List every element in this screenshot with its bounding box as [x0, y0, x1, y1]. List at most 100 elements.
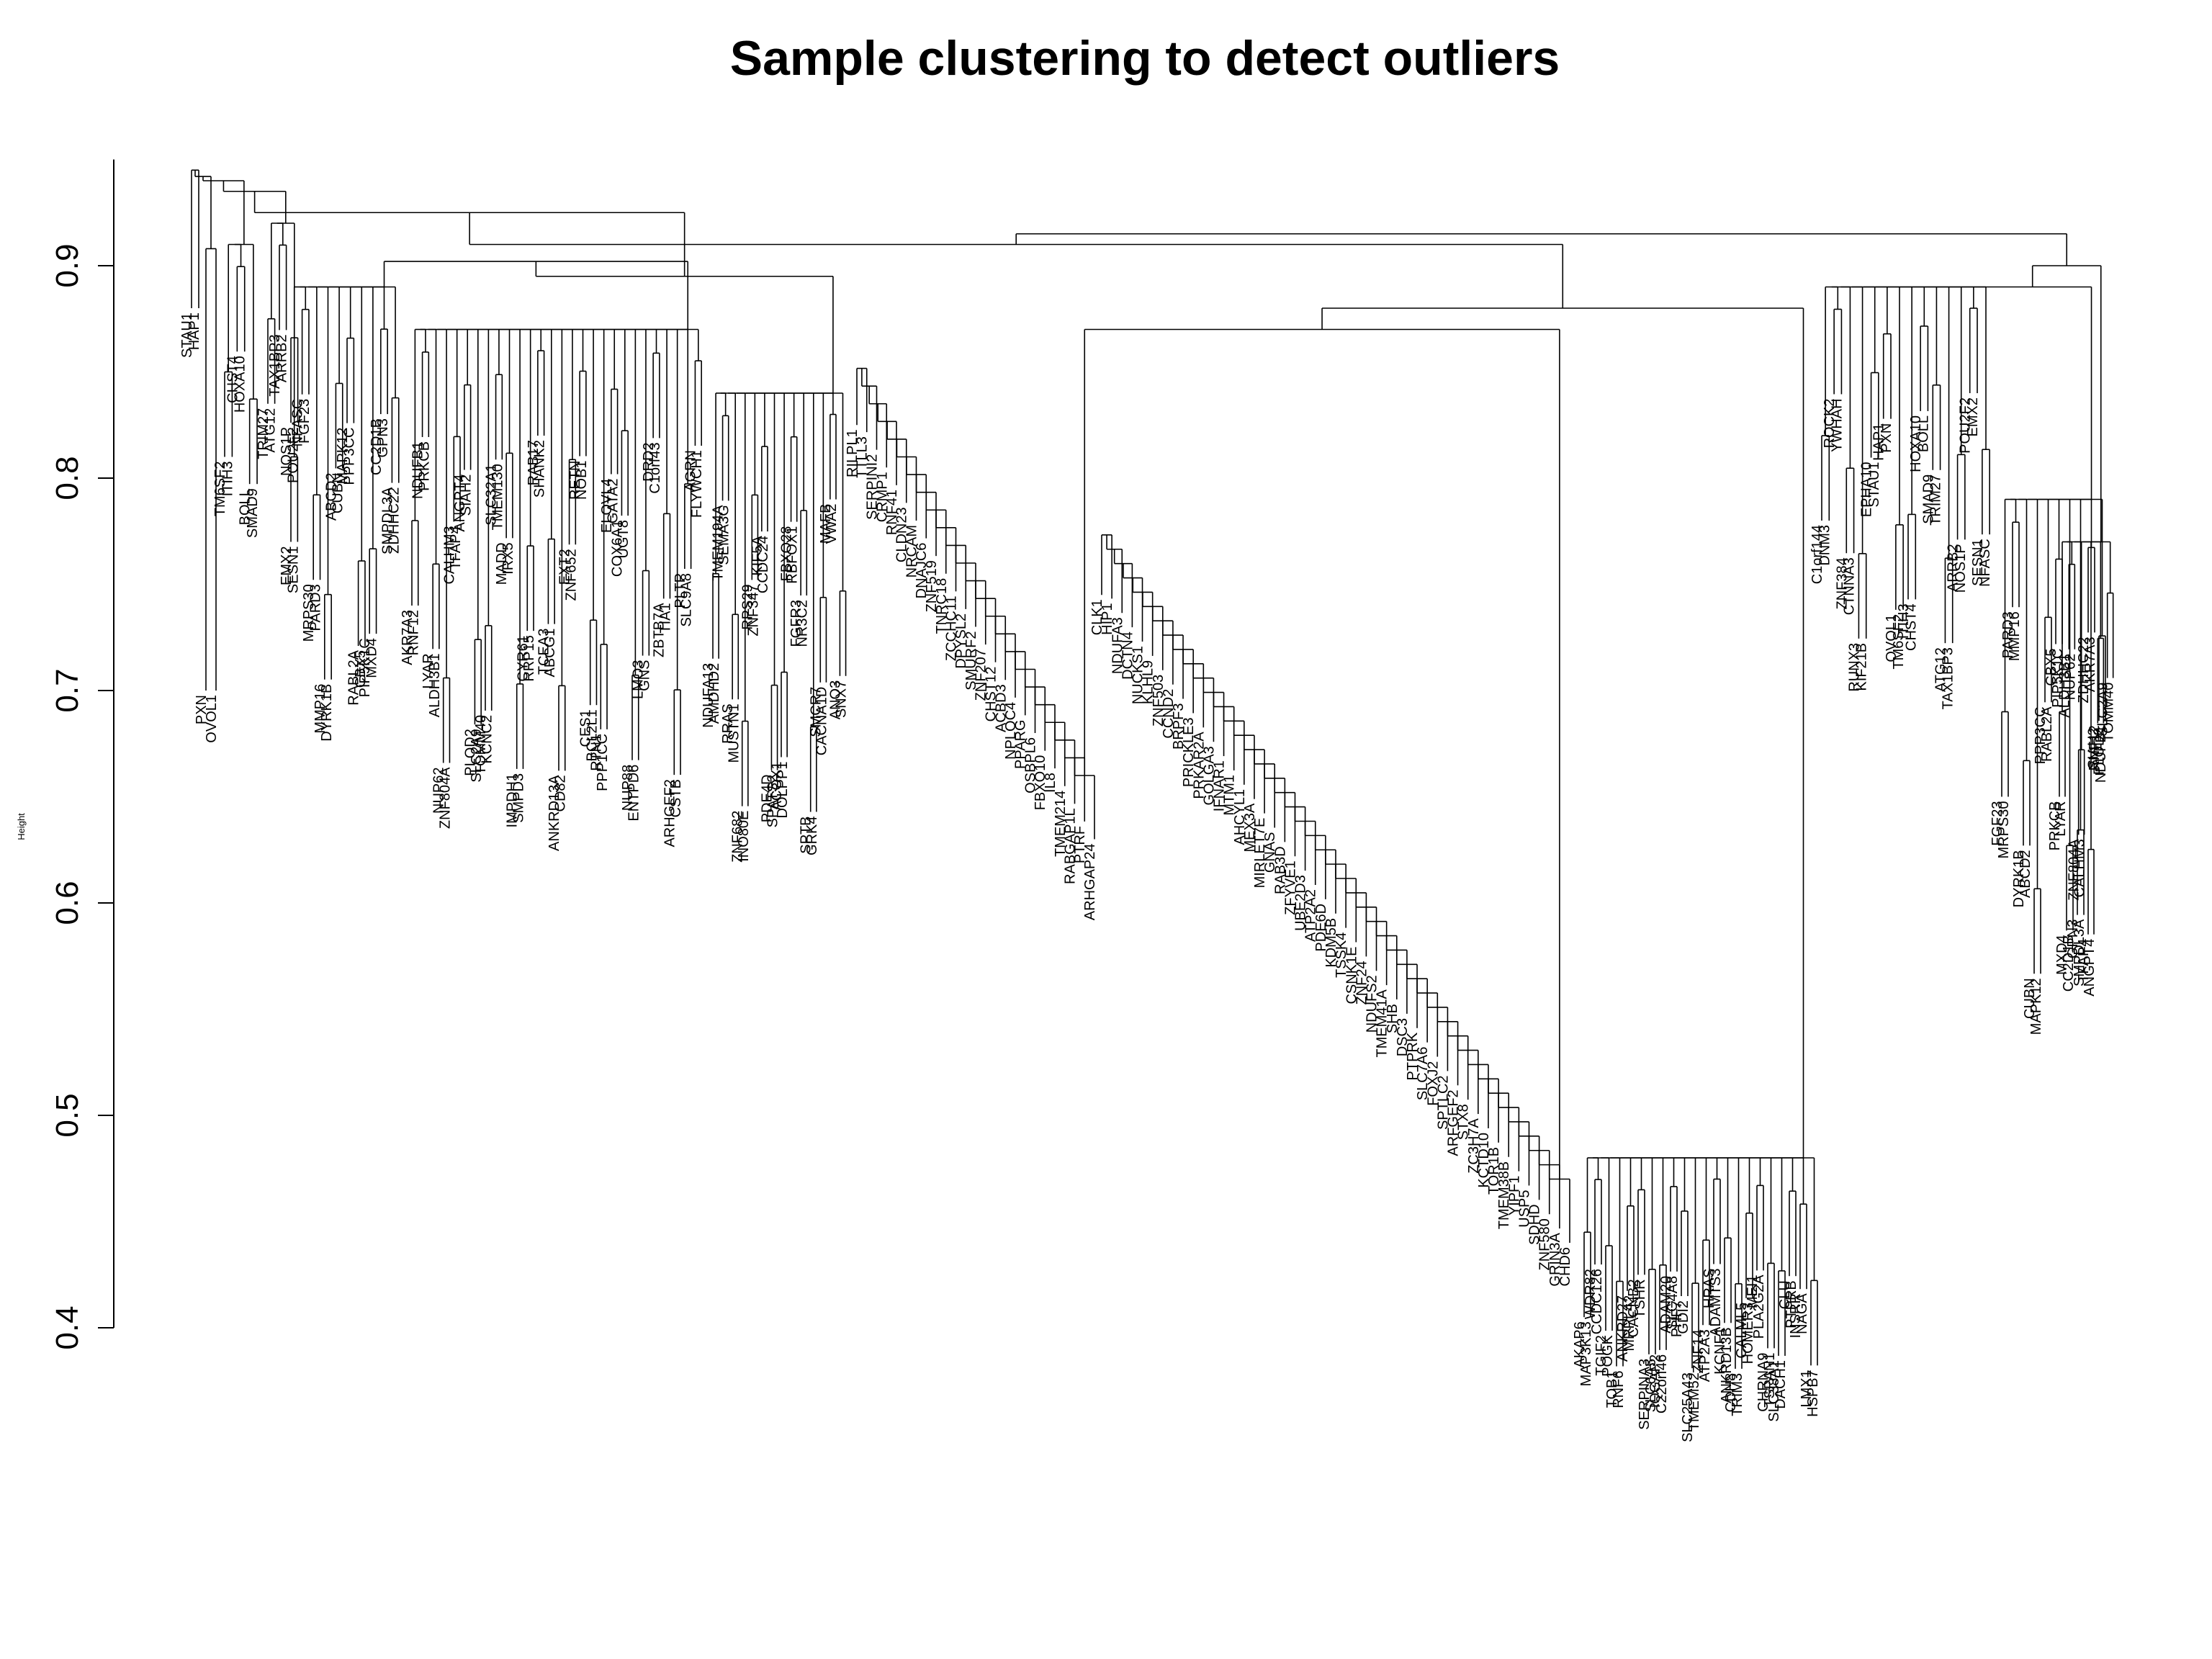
leaf-label: NUCKS1: [1130, 646, 1146, 704]
leaf-label: MAFB: [818, 504, 834, 544]
leaf-label: SMAD9: [1920, 475, 1936, 524]
y-axis-label: Height: [16, 813, 27, 840]
leaf-label: ROCK2: [1822, 398, 1838, 448]
leaf-label: CRMP1: [874, 472, 890, 522]
leaf-label: PARD3: [308, 584, 324, 631]
y-axis: 0.4 0.5 0.6 0.7 0.8 0.9: [50, 159, 114, 1350]
leaf-label: CYR61: [515, 635, 531, 681]
leaf-label: DNAJC6: [914, 543, 930, 599]
leaf-label: IMPDH1: [505, 773, 521, 828]
leaf-label: DNM3: [1817, 525, 1833, 566]
leaf-label: C1orf144: [1809, 525, 1825, 584]
leaf-label: SIAH2: [459, 475, 475, 516]
leaf-label: SHB: [1385, 1004, 1401, 1033]
leaf-label: NOB1: [574, 460, 590, 499]
leaf-label: ALDH3B1: [427, 653, 443, 717]
leaf-label: LMX1: [1799, 1370, 1815, 1407]
leaf-label: FGF23: [1990, 801, 2005, 846]
leaf-label: NDUFB1: [2093, 725, 2109, 783]
leaf-label: SEMA3G: [716, 505, 732, 565]
leaf-label: PPARG: [1013, 719, 1029, 769]
leaf-label: LYAR: [2053, 801, 2069, 837]
leaf-label: TMEM52: [1686, 1372, 1702, 1431]
leaf-label: KIF5A: [750, 535, 765, 575]
leaf-label: MTM1: [1222, 775, 1238, 816]
leaf-label: SDHD: [1527, 1204, 1543, 1245]
leaf-label: SIAH2: [2085, 727, 2101, 769]
leaf-label: SLC25A43: [1680, 1372, 1696, 1442]
leaf-label: TM6SF2: [1891, 614, 1907, 670]
leaf-label: PRKCB: [2047, 801, 2063, 851]
leaf-label: CHST4: [225, 356, 240, 403]
leaf-label: AMDHD2: [706, 663, 722, 724]
leaf-label: CHRNA9: [1755, 1352, 1771, 1411]
leaf-label: SPTLC2: [1435, 1075, 1451, 1130]
leaf-label: PLTP: [673, 573, 688, 608]
leaf-label: ZNF682: [730, 811, 746, 863]
leaf-label: PLA2G2A: [1751, 1274, 1767, 1339]
leaf-label: NFASC: [290, 399, 306, 447]
y-tick-label: 0.5: [50, 1093, 85, 1137]
leaf-labels: STAU1HAP1PXNOVOL1TM6SF2ITIH3CHST4HOXA10B…: [179, 313, 2117, 1442]
leaf-label: ANGPT4: [452, 475, 468, 532]
leaf-label: AKR7A3: [400, 610, 415, 665]
leaf-label: CCDC24: [755, 536, 771, 593]
leaf-label: NDUFS2: [1364, 975, 1380, 1033]
leaf-label: ZNF24: [1354, 961, 1370, 1004]
leaf-label: ARFGEF2: [1446, 1089, 1462, 1156]
leaf-label: TMEM214: [1053, 791, 1069, 857]
leaf-label: DACH1: [1773, 1360, 1789, 1409]
leaf-label: NUP62: [431, 767, 447, 813]
leaf-label: EPHA10: [1859, 462, 1875, 518]
leaf-label: ATP2A3: [1697, 1329, 1713, 1382]
leaf-label: BRPF3: [1171, 703, 1187, 750]
leaf-label: HOXA10: [1908, 415, 1924, 472]
leaf-label: C1orf43: [647, 442, 663, 493]
leaf-label: PIP5K1C: [357, 638, 373, 697]
leaf-label: GOLGA3: [1201, 746, 1217, 805]
leaf-label: PRKAR2A: [1191, 732, 1207, 799]
leaf-label: CUBN: [2022, 978, 2038, 1019]
leaf-label: CHD6: [1557, 1247, 1573, 1286]
leaf-label: KLHL9: [1141, 660, 1156, 704]
leaf-label: SHANK2: [532, 440, 548, 498]
leaf-label: RAB17: [526, 440, 541, 485]
leaf-label: PRICKLE3: [1181, 717, 1197, 787]
leaf-label: NUP88: [620, 765, 636, 811]
leaf-label: MRPS30: [301, 584, 317, 642]
leaf-label: PXN: [194, 695, 210, 724]
leaf-label: MXD4: [364, 638, 380, 678]
leaf-label: KCNC2: [480, 715, 495, 764]
leaf-label: SLC2A9: [2095, 683, 2111, 737]
leaf-label: GATA2: [606, 478, 621, 523]
leaf-label: SESN1: [285, 547, 301, 594]
leaf-label: ZNF804A: [2067, 839, 2082, 901]
leaf-label: TMEM130: [490, 464, 505, 530]
leaf-label: CUBN: [331, 472, 346, 513]
leaf-label: TMEM194A: [711, 505, 727, 581]
leaf-label: HRAS: [1701, 1269, 1717, 1309]
leaf-label: NR3C2: [794, 600, 810, 647]
leaf-label: CALHM3: [441, 526, 457, 584]
leaf-label: ZCCHC11: [944, 595, 960, 661]
leaf-label: ABCG1: [542, 629, 558, 678]
leaf-label: SLC32A1: [484, 464, 500, 526]
leaf-label: CD82: [553, 775, 569, 811]
leaf-label: PRKCB: [416, 441, 432, 491]
y-tick-label: 0.8: [50, 456, 85, 500]
leaf-label: MIRLET7E: [1252, 818, 1268, 889]
leaf-label: ZFYVE1: [1282, 860, 1298, 915]
leaf-label: ITIH3: [220, 462, 235, 497]
leaf-label: LMO3: [631, 660, 647, 699]
leaf-label: ELOVL4: [599, 478, 615, 533]
leaf-label: TTLL3: [855, 436, 871, 478]
leaf-label: HOMER3: [1740, 1303, 1756, 1364]
leaf-label: GPN3: [375, 418, 391, 457]
leaf-label: BOLL: [238, 488, 253, 525]
leaf-label: TSHR: [1632, 1279, 1648, 1318]
leaf-label: CSNK1E: [1344, 947, 1359, 1004]
leaf-label: ATP2A2: [1303, 889, 1319, 942]
leaf-label: ARHGAP24: [1082, 844, 1098, 921]
leaf-label: POU2F2: [1958, 397, 1974, 454]
leaf-label: SERPINI2: [865, 454, 881, 520]
